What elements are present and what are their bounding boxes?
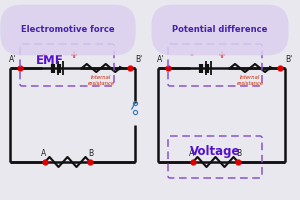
Text: Internal
resistance: Internal resistance: [87, 75, 115, 86]
Text: Internal
resistance: Internal resistance: [236, 75, 264, 86]
Text: Voltage: Voltage: [190, 146, 240, 158]
Text: B': B': [285, 55, 292, 64]
Text: Electromotive force: Electromotive force: [21, 25, 115, 34]
Text: EMF: EMF: [36, 53, 64, 66]
Text: A: A: [41, 149, 46, 158]
Text: B': B': [135, 55, 142, 64]
Text: Potential difference: Potential difference: [172, 25, 268, 34]
Text: B: B: [236, 149, 242, 158]
Text: A': A': [157, 55, 164, 64]
Text: A': A': [9, 55, 16, 64]
Text: A: A: [189, 149, 195, 158]
Text: +: +: [70, 50, 78, 60]
Text: +: +: [218, 50, 226, 60]
Text: -: -: [190, 50, 194, 60]
Text: -: -: [42, 50, 46, 60]
Text: B: B: [88, 149, 94, 158]
